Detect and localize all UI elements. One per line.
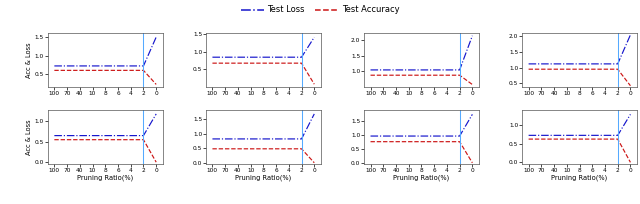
Y-axis label: Acc & Loss: Acc & Loss [26, 119, 32, 155]
X-axis label: Pruning Ratio(%): Pruning Ratio(%) [394, 174, 449, 181]
Y-axis label: Acc & Loss: Acc & Loss [26, 42, 32, 78]
Legend: Test Loss, Test Accuracy: Test Loss, Test Accuracy [237, 2, 403, 18]
X-axis label: Pruning Ratio(%): Pruning Ratio(%) [552, 174, 607, 181]
X-axis label: Pruning Ratio(%): Pruning Ratio(%) [77, 174, 133, 181]
X-axis label: Pruning Ratio(%): Pruning Ratio(%) [236, 174, 291, 181]
